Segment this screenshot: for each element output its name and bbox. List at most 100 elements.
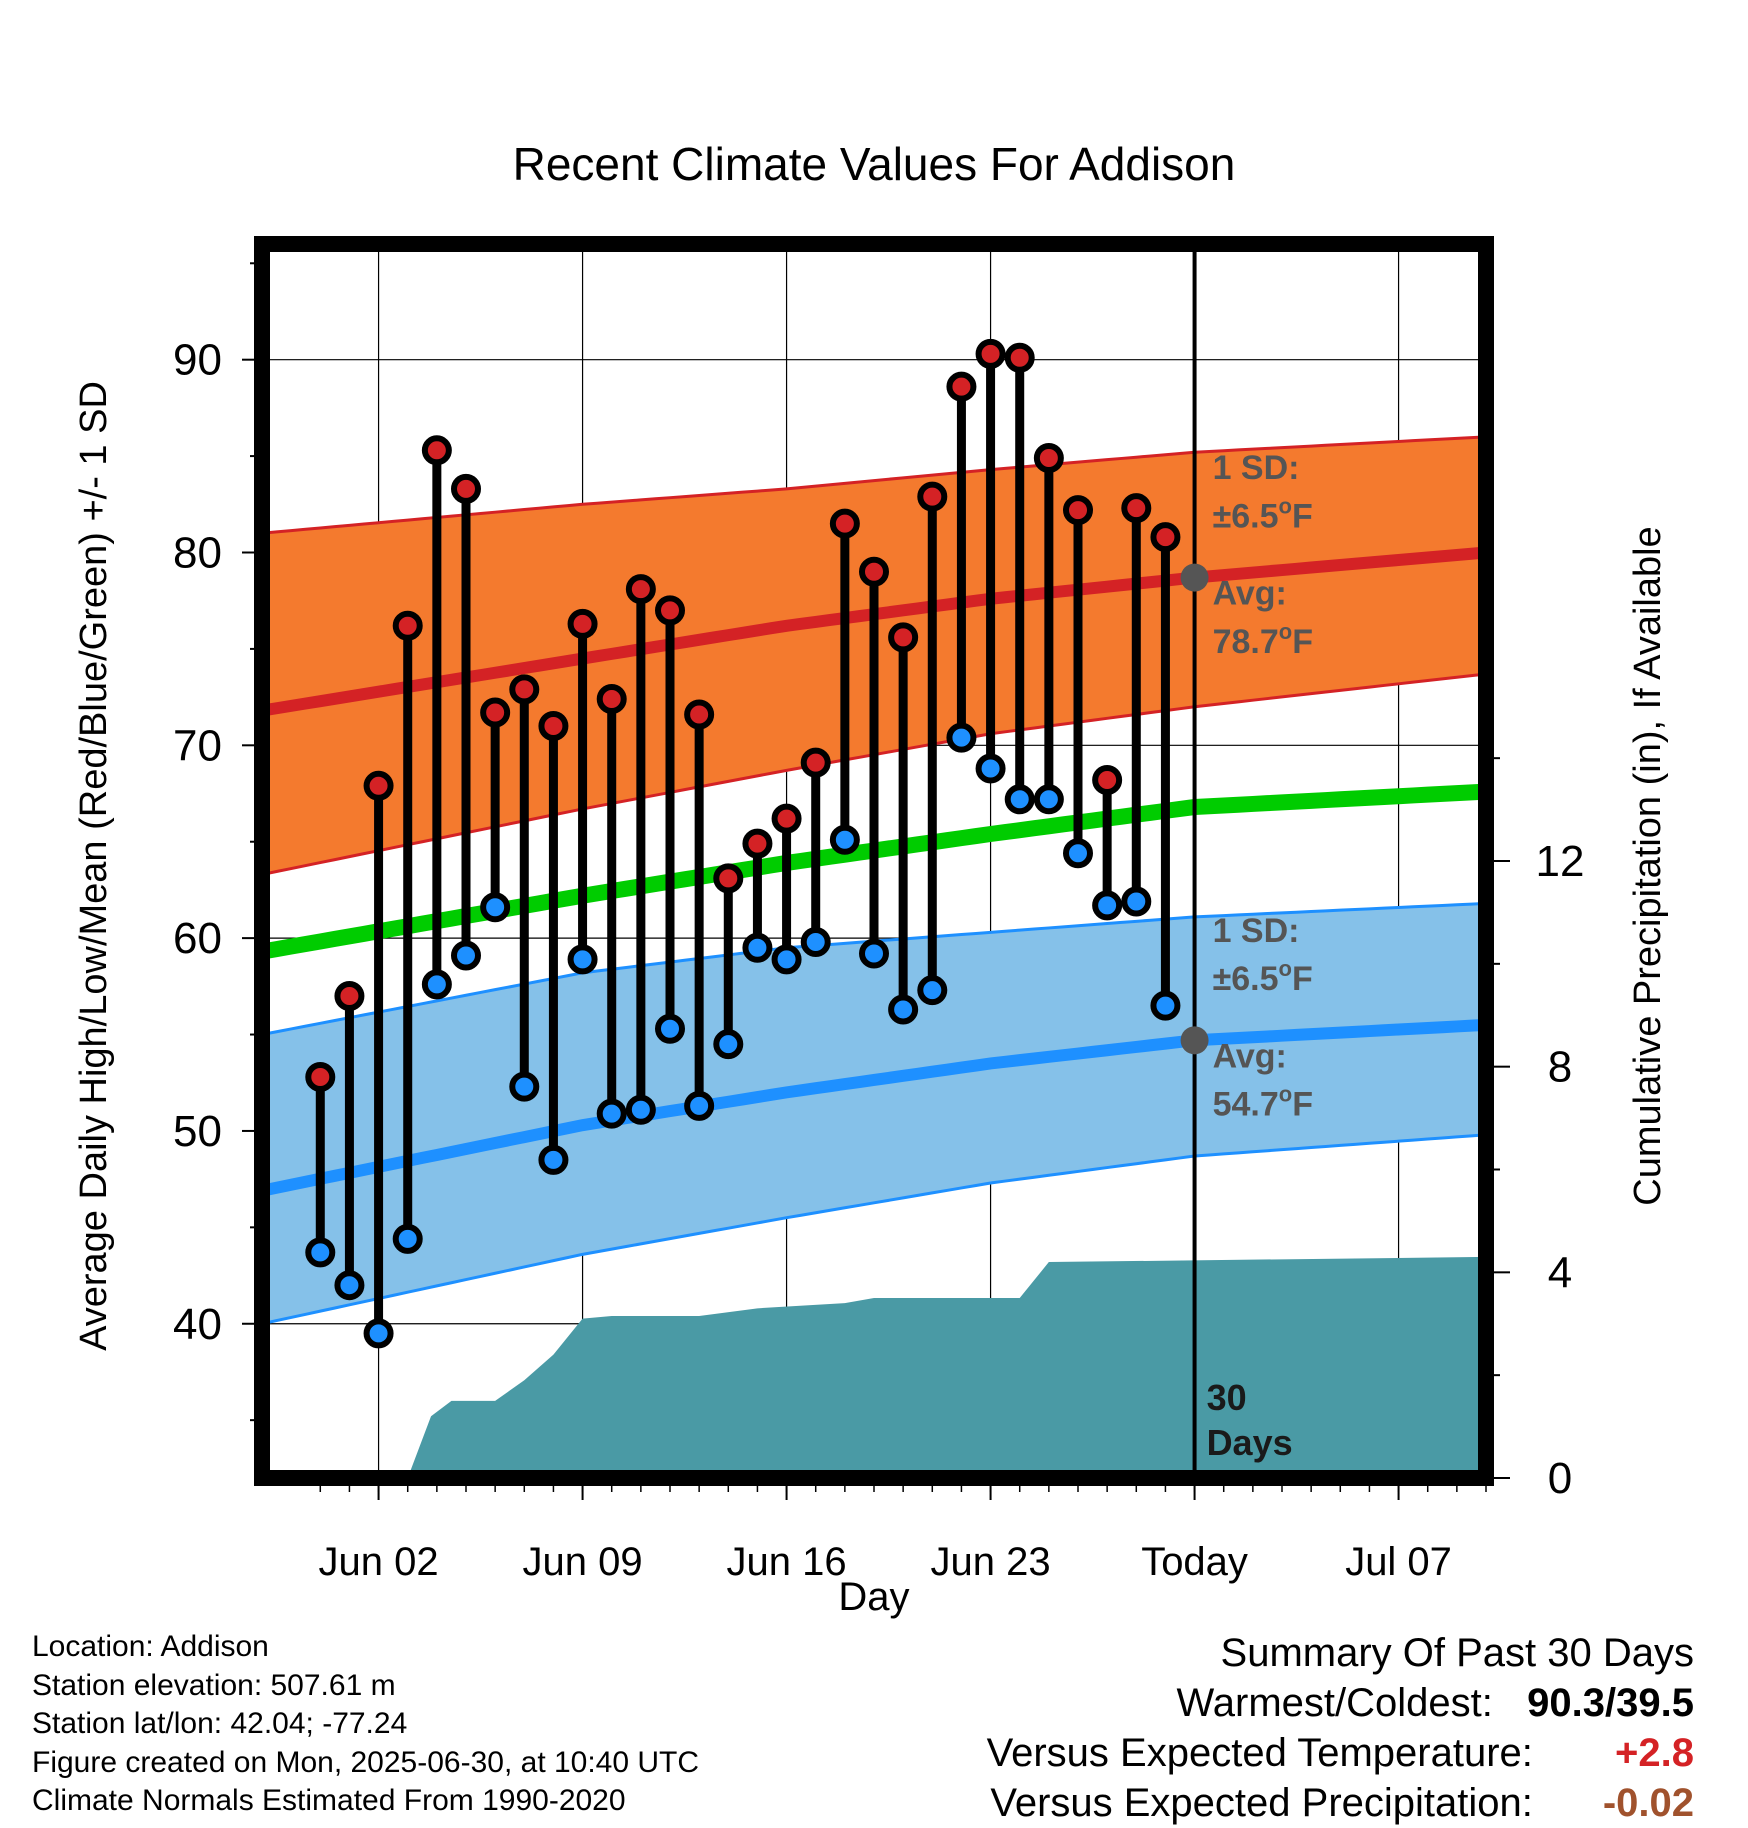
y-tick-label: 70 — [173, 721, 222, 770]
y2-tick-label: 8 — [1548, 1043, 1572, 1092]
footer-location: Location: Addison — [32, 1630, 269, 1663]
high-avg-annot-label: Avg: — [1213, 575, 1287, 613]
daily-low-point — [917, 975, 948, 1006]
daily-high-point — [713, 863, 744, 894]
period-annot-number: 30 — [1207, 1377, 1247, 1418]
y2-tick-label: 0 — [1548, 1454, 1572, 1503]
daily-high-point — [946, 371, 977, 402]
high-avg-annot-value: 78.7oF — [1213, 619, 1313, 661]
daily-low-point — [392, 1223, 423, 1254]
daily-low-point — [1121, 886, 1152, 917]
daily-high-point — [742, 828, 773, 859]
y-tick-label: 80 — [173, 529, 222, 578]
daily-low-point — [305, 1237, 336, 1268]
summary-temp-row: Versus Expected Temperature: +2.8 — [987, 1728, 1694, 1778]
daily-high-point — [363, 770, 394, 801]
y2-tick-label: 12 — [1536, 837, 1585, 886]
daily-high-point — [829, 508, 860, 539]
daily-high-point — [305, 1061, 336, 1092]
y-tick-label: 50 — [173, 1107, 222, 1156]
daily-high-point — [975, 338, 1006, 369]
daily-low-point — [451, 940, 481, 971]
daily-high-point — [392, 610, 423, 641]
low-sd-annot-label: 1 SD: — [1213, 912, 1300, 950]
summary-temp-label: Versus Expected Temperature: — [986, 1731, 1533, 1775]
x-tick-label: Jun 16 — [727, 1540, 847, 1584]
daily-low-point — [829, 824, 860, 855]
daily-low-point — [421, 969, 452, 1000]
y2-tick-label: 4 — [1548, 1248, 1572, 1297]
summary-temp-value: +2.8 — [1615, 1731, 1694, 1775]
high-avg-marker — [1180, 563, 1209, 592]
daily-high-point — [509, 674, 540, 705]
low-avg-annot-value: 54.7oF — [1213, 1082, 1313, 1124]
y-tick-label: 40 — [173, 1300, 222, 1349]
daily-high-point — [655, 595, 685, 626]
footer-latlon: Station lat/lon: 42.04; -77.24 — [32, 1707, 408, 1740]
daily-low-point — [859, 938, 889, 969]
footer-summary: Summary Of Past 30 Days Warmest/Coldest:… — [987, 1628, 1694, 1828]
daily-low-point — [655, 1013, 685, 1044]
daily-low-point — [975, 753, 1006, 784]
daily-high-point — [917, 481, 948, 512]
daily-low-point — [538, 1144, 569, 1175]
chart-title: Recent Climate Values For Addison — [513, 138, 1236, 190]
summary-precip-row: Versus Expected Precipitation: -0.02 — [987, 1778, 1694, 1828]
y-tick-label: 90 — [173, 336, 222, 385]
daily-low-point — [800, 926, 831, 957]
footer-station-info: Location: Addison Station elevation: 507… — [32, 1628, 699, 1821]
daily-low-point — [742, 932, 773, 963]
x-tick-label: Today — [1141, 1540, 1248, 1584]
daily-high-point — [771, 803, 802, 834]
daily-low-point — [1063, 838, 1093, 869]
summary-warm-cold-row: Warmest/Coldest: 90.3/39.5 — [987, 1678, 1695, 1728]
high-sd-annot-value: ±6.5oF — [1213, 493, 1313, 535]
low-avg-marker — [1180, 1026, 1209, 1055]
daily-low-point — [509, 1071, 540, 1102]
daily-low-point — [334, 1270, 365, 1301]
daily-low-point — [771, 944, 802, 975]
x-tick-label: Jul 07 — [1345, 1540, 1452, 1584]
daily-low-point — [596, 1098, 627, 1129]
daily-high-point — [480, 697, 511, 728]
footer-elevation: Station elevation: 507.61 m — [32, 1668, 396, 1702]
daily-low-point — [1033, 784, 1064, 815]
daily-low-point — [888, 994, 919, 1025]
daily-low-point — [946, 722, 977, 753]
precip-area — [407, 1256, 1486, 1478]
plot-area: 1 SD: ±6.5oF Avg: 78.7oF 1 SD: ±6.5oF Avg: 54.7… — [173, 236, 1585, 1584]
low-sd-annot-value: ±6.5oF — [1213, 956, 1313, 998]
daily-high-point — [1092, 765, 1123, 796]
x-tick-label: Jun 09 — [523, 1540, 643, 1584]
summary-title: Summary Of Past 30 Days — [1220, 1631, 1694, 1675]
low-avg-annot-label: Avg: — [1213, 1037, 1287, 1075]
y-axis-label: Average Daily High/Low/Mean (Red/Blue/Gr… — [73, 381, 115, 1351]
summary-precip-value: -0.02 — [1602, 1781, 1694, 1825]
normal-low-line — [262, 1018, 1486, 1197]
low-sd-band-lower-edge — [262, 1133, 1486, 1326]
daily-low-point — [480, 892, 511, 923]
daily-high-point — [684, 699, 715, 730]
daily-high-point — [1004, 342, 1035, 373]
daily-high-point — [888, 622, 919, 653]
y2-axis-label: Cumulative Precipitation (in), If Availa… — [1627, 526, 1669, 1205]
daily-low-point — [1150, 990, 1181, 1021]
summary-warm-cold-label: Warmest/Coldest: — [1176, 1681, 1493, 1725]
daily-high-point — [334, 980, 365, 1011]
daily-high-point — [1033, 443, 1064, 474]
high-sd-annot-label: 1 SD: — [1213, 449, 1300, 487]
daily-low-point — [713, 1029, 744, 1060]
daily-high-point — [596, 684, 627, 715]
x-tick-label: Jun 02 — [319, 1540, 439, 1584]
daily-low-point — [567, 944, 598, 975]
y-tick-label: 60 — [173, 914, 222, 963]
footer-created: Figure created on Mon, 2025-06-30, at 10… — [32, 1745, 700, 1779]
daily-low-point — [363, 1318, 394, 1349]
daily-high-point — [800, 747, 831, 778]
daily-low-point — [684, 1090, 715, 1121]
plot-frame — [254, 236, 1494, 1486]
summary-warm-cold-value: 90.3/39.5 — [1527, 1681, 1694, 1725]
daily-high-point — [1150, 522, 1181, 553]
climate-chart: Recent Climate Values For Addison 1 SD: ±… — [73, 138, 1669, 1619]
summary-precip-label: Versus Expected Precipitation: — [990, 1781, 1533, 1825]
